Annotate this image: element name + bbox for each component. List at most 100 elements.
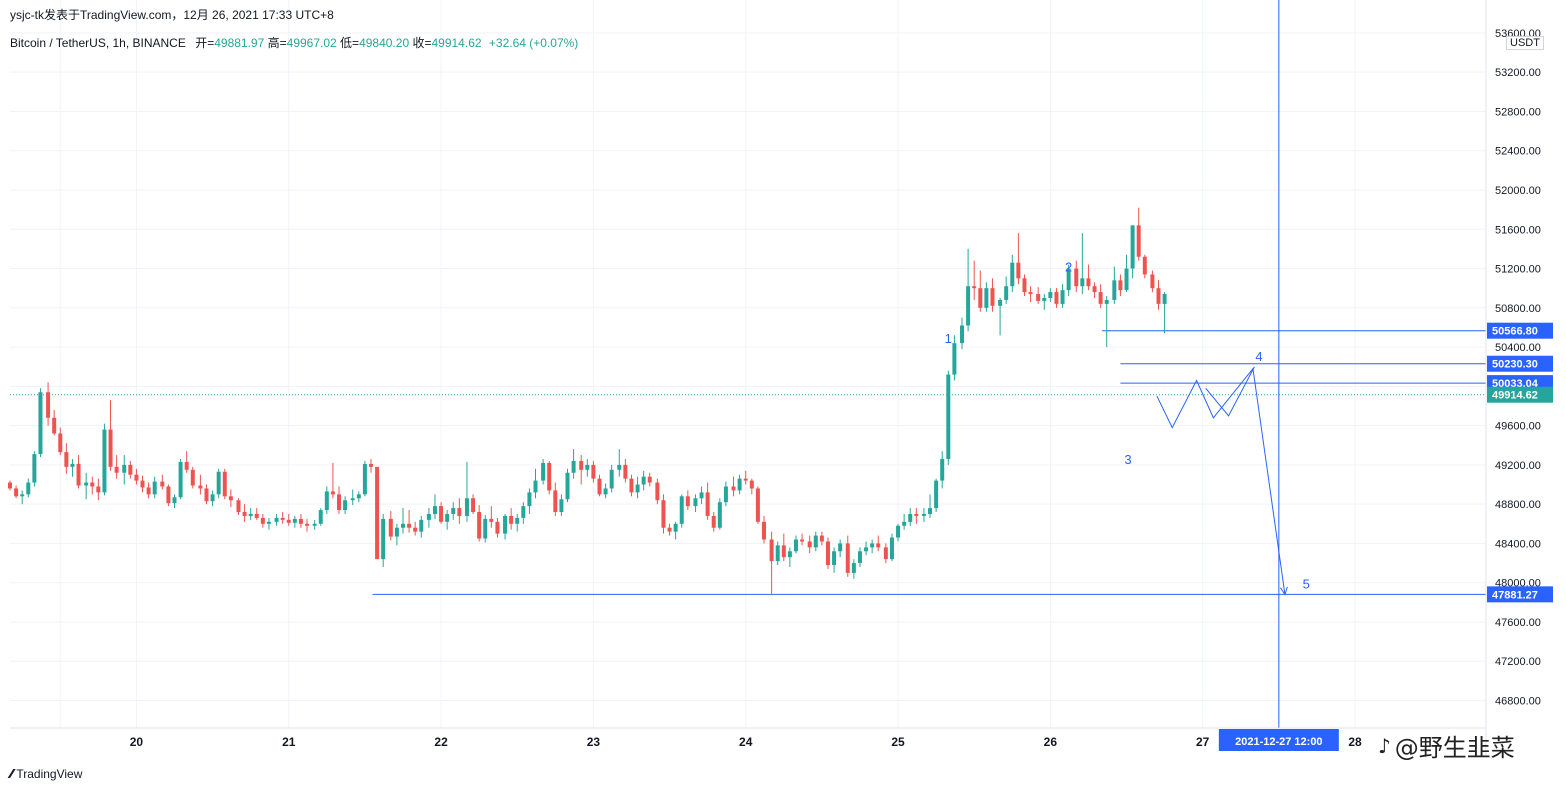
candle-body (503, 515, 508, 534)
price-axis-label: 49914.62 (1492, 390, 1538, 402)
candle-body (388, 518, 393, 537)
price-axis-label: 50566.80 (1492, 326, 1538, 338)
y-tick-label: 50400.00 (1495, 342, 1541, 354)
candle-body (1010, 262, 1015, 287)
candle-body (489, 518, 494, 522)
candle-body (591, 464, 596, 479)
candle-body (1086, 278, 1091, 287)
close-label: 收= (412, 36, 432, 50)
candle-body (705, 492, 710, 516)
high-label: 高= (267, 36, 287, 50)
currency-badge[interactable]: USDT (1506, 36, 1544, 50)
y-tick-label: 46800.00 (1495, 696, 1541, 708)
candle-body (1028, 292, 1033, 295)
candle-body (1022, 278, 1027, 293)
close-value: 49914.62 (431, 36, 482, 50)
candle-body (800, 539, 805, 542)
candle-body (845, 543, 850, 573)
watermark: ♪ @野生韭菜 (1378, 728, 1515, 763)
candle-body (515, 517, 520, 524)
candle-body (160, 481, 165, 487)
candle-body (960, 325, 965, 344)
y-tick-label: 48800.00 (1495, 499, 1541, 511)
candle-body (565, 472, 570, 500)
candle-body (1060, 290, 1065, 304)
projection-arrow-head (1280, 586, 1288, 596)
candle-body (477, 512, 482, 539)
candle-body (464, 498, 469, 516)
x-tick-label: 21 (282, 735, 296, 749)
candle-body (298, 518, 303, 524)
candle-body (952, 343, 957, 375)
candle-body (248, 513, 253, 516)
candle-body (781, 545, 786, 558)
wave-label: 4 (1255, 349, 1262, 364)
candle-body (928, 508, 933, 514)
candle-body (1156, 288, 1161, 304)
y-tick-label: 52400.00 (1495, 146, 1541, 158)
price-axis-label-bg (1487, 586, 1553, 603)
candle-body (603, 488, 608, 495)
candle-body (375, 466, 380, 560)
y-tick-label: 52000.00 (1495, 185, 1541, 197)
candle-body (1162, 294, 1167, 304)
x-tick-label: 28 (1348, 735, 1362, 749)
projection-path-secondary (1205, 366, 1255, 417)
candle-body (260, 517, 265, 524)
candle-body (8, 482, 12, 489)
time-cursor-label: 2021-12-27 12:00 (1235, 736, 1322, 748)
candle-body (921, 513, 926, 516)
open-value: 49881.97 (214, 36, 265, 50)
candle-body (26, 482, 31, 495)
candle-body (1054, 292, 1059, 304)
change-value: +32.64 (+0.07%) (488, 36, 579, 50)
candle-body (667, 527, 672, 532)
candle-body (1136, 225, 1141, 257)
candle-body (699, 492, 704, 499)
candle-body (1118, 280, 1123, 291)
candle-body (934, 480, 939, 509)
candle-body (38, 392, 43, 455)
candle-body (1112, 280, 1117, 300)
candle-body (623, 464, 628, 479)
candle-body (617, 464, 622, 470)
candle-body (749, 480, 754, 489)
candle-body (629, 478, 634, 493)
candle-body (76, 463, 81, 486)
price-axis-label-bg (1487, 386, 1553, 403)
candle-body (851, 563, 856, 573)
symbol-legend: Bitcoin / TetherUS, 1h, BINANCE 开=49881.… (10, 34, 578, 51)
candle-body (146, 487, 151, 495)
candle-body (407, 523, 412, 528)
candle-body (184, 461, 189, 470)
candle-body (228, 496, 233, 501)
candle-body (432, 506, 437, 514)
y-tick-label: 49600.00 (1495, 421, 1541, 433)
candle-body (838, 543, 843, 552)
candle-body (737, 478, 742, 491)
candle-body (457, 508, 462, 516)
candle-body (641, 476, 646, 485)
candle-body (286, 519, 291, 523)
candle-body (483, 518, 488, 539)
candle-body (984, 288, 989, 308)
candle-body (655, 482, 660, 501)
candle-body (825, 541, 830, 566)
candle-body (198, 485, 203, 489)
candle-body (426, 513, 431, 520)
candle-body (998, 299, 1003, 306)
candle-body (190, 469, 195, 486)
candle-body (813, 535, 818, 548)
candle-body (685, 496, 690, 507)
candle-body (978, 288, 983, 308)
y-tick-label: 52800.00 (1495, 106, 1541, 118)
candle-body (495, 521, 500, 534)
x-tick-label: 27 (1196, 735, 1210, 749)
candle-body (20, 494, 25, 497)
candle-body (1074, 268, 1079, 287)
footer-brand[interactable]: ⁄⁄ TradingView (10, 766, 82, 781)
symbol-name[interactable]: Bitcoin / TetherUS, 1h, BINANCE (10, 36, 186, 50)
candle-body (521, 506, 526, 518)
candle-body (439, 506, 444, 522)
